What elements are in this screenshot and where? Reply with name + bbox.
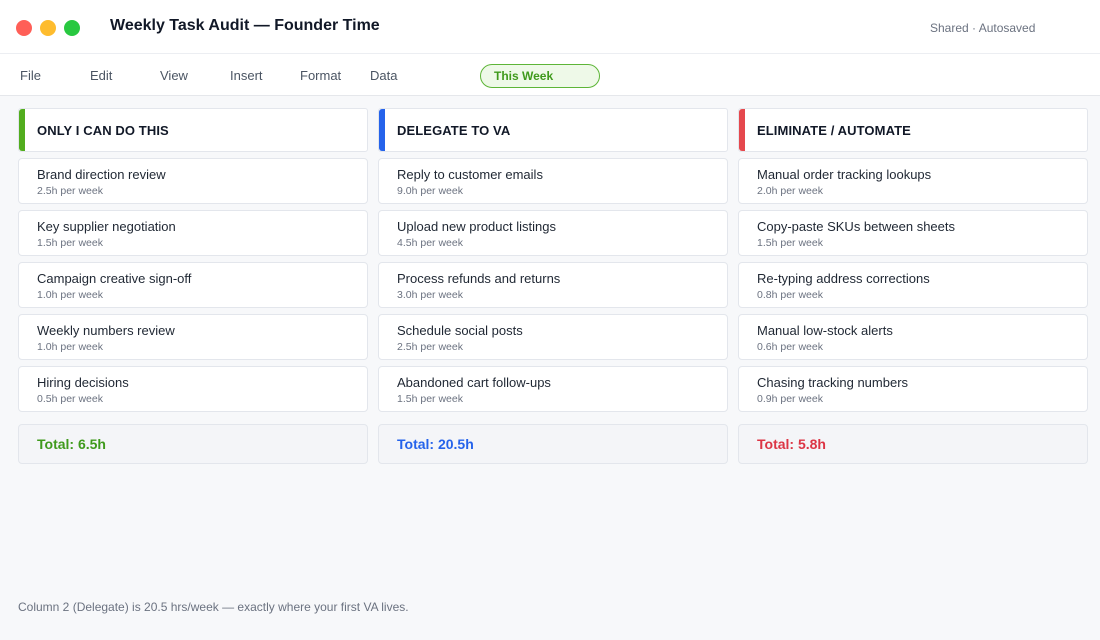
task-name: Abandoned cart follow-ups	[397, 375, 551, 390]
task-hours: 2.5h per week	[397, 341, 463, 353]
footer-note: Column 2 (Delegate) is 20.5 hrs/week — e…	[18, 600, 409, 614]
task-card[interactable]: Campaign creative sign-off 1.0h per week	[18, 262, 368, 308]
task-name: Hiring decisions	[37, 375, 129, 390]
task-card[interactable]: Upload new product listings 4.5h per wee…	[378, 210, 728, 256]
column-header: DELEGATE TO VA	[378, 108, 728, 152]
task-card[interactable]: Key supplier negotiation 1.5h per week	[18, 210, 368, 256]
title-bar: Weekly Task Audit — Founder Time Shared …	[0, 0, 1100, 54]
column-eliminate-automate: ELIMINATE / AUTOMATE Manual order tracki…	[738, 108, 1088, 464]
task-name: Re-typing address corrections	[757, 271, 930, 286]
column-header: ELIMINATE / AUTOMATE	[738, 108, 1088, 152]
menu-bar: File Edit View Insert Format Data This W…	[0, 54, 1100, 96]
menu-data[interactable]: Data	[370, 68, 398, 83]
column-title: DELEGATE TO VA	[397, 122, 511, 138]
column-total: Total: 5.8h	[738, 424, 1088, 464]
column-total: Total: 20.5h	[378, 424, 728, 464]
column-title: ONLY I CAN DO THIS	[37, 122, 169, 138]
task-hours: 1.5h per week	[397, 393, 463, 405]
task-card[interactable]: Weekly numbers review 1.0h per week	[18, 314, 368, 360]
maximize-window-button[interactable]	[64, 20, 80, 36]
menu-view[interactable]: View	[160, 68, 188, 83]
task-card[interactable]: Abandoned cart follow-ups 1.5h per week	[378, 366, 728, 412]
column-delegate-to-va: DELEGATE TO VA Reply to customer emails …	[378, 108, 728, 464]
task-hours: 0.8h per week	[757, 289, 823, 301]
task-card[interactable]: Copy-paste SKUs between sheets 1.5h per …	[738, 210, 1088, 256]
task-card[interactable]: Reply to customer emails 9.0h per week	[378, 158, 728, 204]
task-name: Brand direction review	[37, 167, 166, 182]
task-hours: 1.0h per week	[37, 341, 103, 353]
column-accent-bar	[739, 109, 745, 151]
task-hours: 9.0h per week	[397, 185, 463, 197]
task-card[interactable]: Schedule social posts 2.5h per week	[378, 314, 728, 360]
task-name: Upload new product listings	[397, 219, 556, 234]
task-hours: 0.6h per week	[757, 341, 823, 353]
task-name: Schedule social posts	[397, 323, 523, 338]
minimize-window-button[interactable]	[40, 20, 56, 36]
sync-status: Shared · Autosaved	[930, 21, 1036, 35]
task-hours: 4.5h per week	[397, 237, 463, 249]
task-card[interactable]: Process refunds and returns 3.0h per wee…	[378, 262, 728, 308]
week-filter-pill[interactable]: This Week	[480, 64, 600, 88]
task-card[interactable]: Manual order tracking lookups 2.0h per w…	[738, 158, 1088, 204]
menu-edit[interactable]: Edit	[90, 68, 113, 83]
task-card[interactable]: Re-typing address corrections 0.8h per w…	[738, 262, 1088, 308]
task-name: Manual low-stock alerts	[757, 323, 893, 338]
task-name: Reply to customer emails	[397, 167, 543, 182]
task-hours: 1.5h per week	[37, 237, 103, 249]
task-card[interactable]: Hiring decisions 0.5h per week	[18, 366, 368, 412]
column-accent-bar	[379, 109, 385, 151]
column-title: ELIMINATE / AUTOMATE	[757, 122, 911, 138]
task-hours: 1.0h per week	[37, 289, 103, 301]
task-hours: 1.5h per week	[757, 237, 823, 249]
column-accent-bar	[19, 109, 25, 151]
task-card[interactable]: Chasing tracking numbers 0.9h per week	[738, 366, 1088, 412]
task-hours: 0.5h per week	[37, 393, 103, 405]
task-name: Campaign creative sign-off	[37, 271, 192, 286]
task-name: Weekly numbers review	[37, 323, 175, 338]
task-hours: 2.0h per week	[757, 185, 823, 197]
menu-format[interactable]: Format	[300, 68, 342, 83]
task-name: Copy-paste SKUs between sheets	[757, 219, 955, 234]
close-window-button[interactable]	[16, 20, 32, 36]
task-hours: 0.9h per week	[757, 393, 823, 405]
menu-insert[interactable]: Insert	[230, 68, 263, 83]
task-name: Manual order tracking lookups	[757, 167, 932, 182]
task-name: Process refunds and returns	[397, 271, 561, 286]
task-card[interactable]: Manual low-stock alerts 0.6h per week	[738, 314, 1088, 360]
document-title: Weekly Task Audit — Founder Time	[110, 17, 380, 34]
task-hours: 3.0h per week	[397, 289, 463, 301]
task-name: Chasing tracking numbers	[757, 375, 909, 390]
task-card[interactable]: Brand direction review 2.5h per week	[18, 158, 368, 204]
task-name: Key supplier negotiation	[37, 219, 176, 234]
menu-file[interactable]: File	[20, 68, 41, 83]
task-hours: 2.5h per week	[37, 185, 103, 197]
column-header: ONLY I CAN DO THIS	[18, 108, 368, 152]
column-total: Total: 6.5h	[18, 424, 368, 464]
column-only-i-can-do: ONLY I CAN DO THIS Brand direction revie…	[18, 108, 368, 464]
